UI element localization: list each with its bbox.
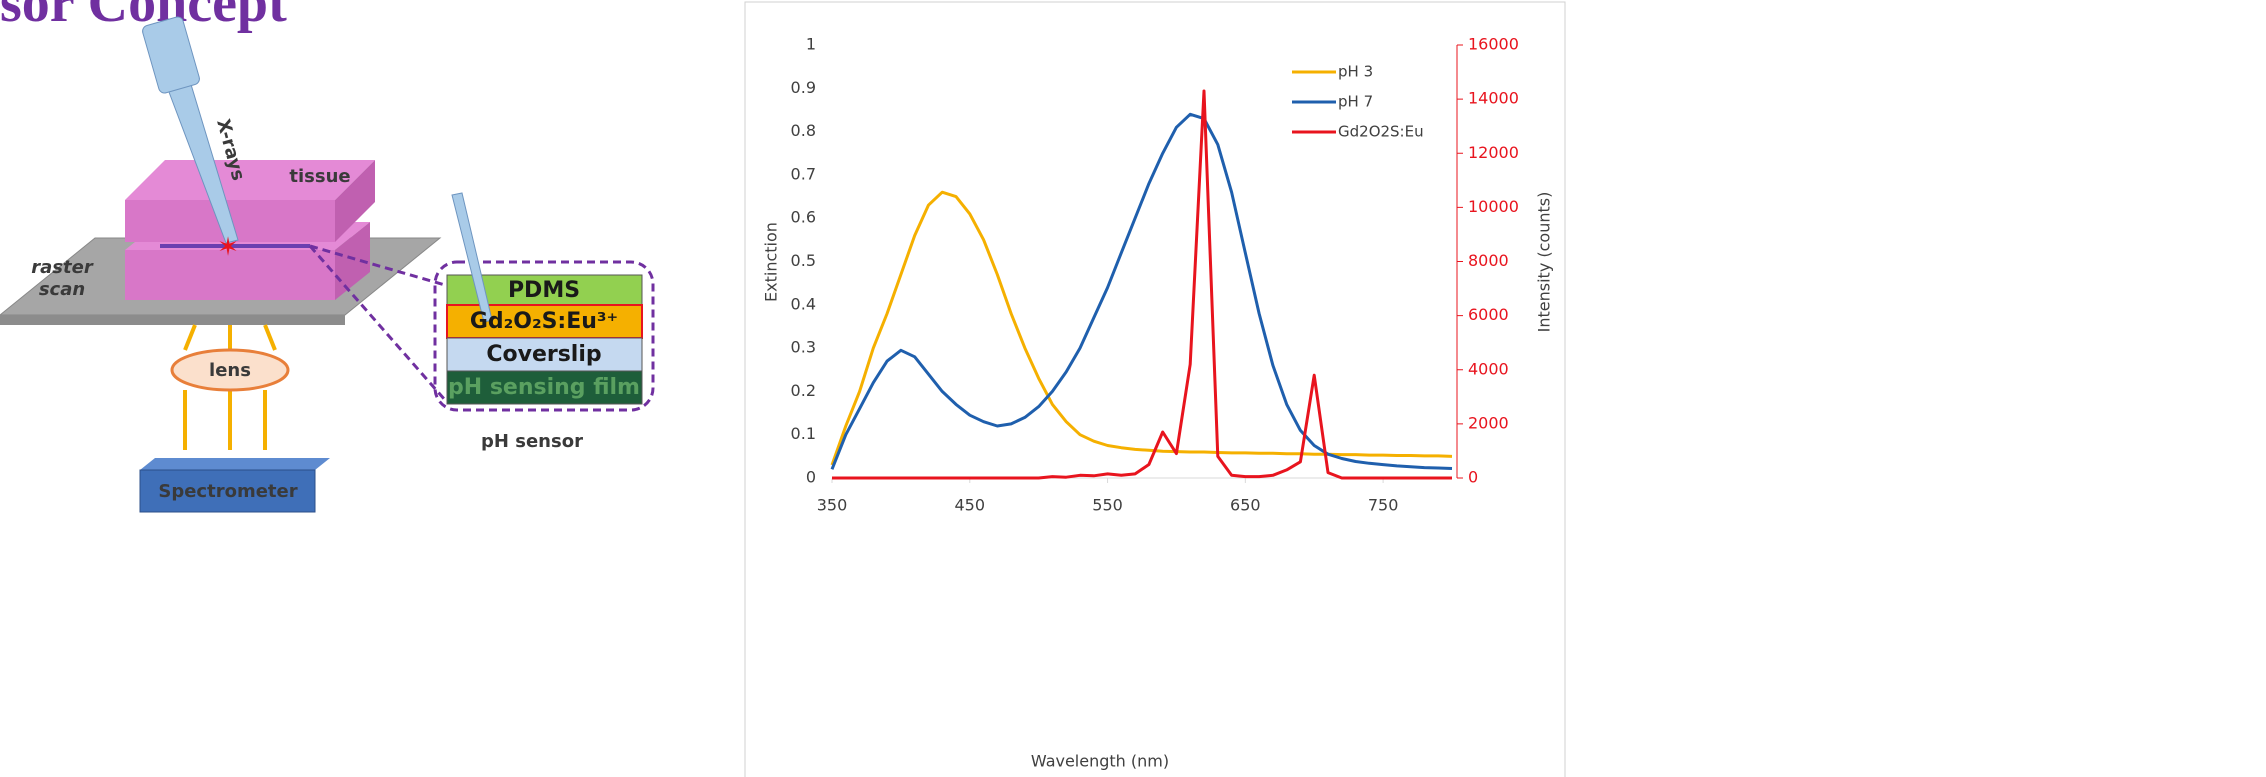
y2-axis-title: Intensity (counts) (1535, 192, 1554, 333)
series-line (830, 190, 1453, 466)
y-tick-label: 0.5 (791, 251, 816, 270)
spectrometer-box (139, 469, 316, 513)
layer-label: pH sensing film (448, 375, 640, 400)
diagram: ✶ (0, 16, 655, 513)
tissue-label: tissue (289, 166, 350, 187)
star: ✶ (217, 233, 239, 263)
legend-label: pH 7 (1338, 93, 1373, 111)
zoom-line (309, 244, 446, 287)
y-tick-label: 0.9 (791, 78, 816, 97)
scan-label: scan (39, 279, 85, 300)
tissue-upper-top (125, 160, 375, 200)
series-line (830, 112, 1453, 470)
x-tick-label: 350 (817, 496, 848, 515)
series-line (832, 89, 1452, 480)
y2-tick-label: 10000 (1468, 197, 1519, 216)
inset-beam (451, 192, 493, 323)
legend-label: Gd2O2S:Eu (1338, 123, 1424, 141)
x-axis-title: Wavelength (nm) (1031, 752, 1169, 771)
legend-label: pH 3 (1338, 63, 1373, 81)
y2-tick-label: 4000 (1468, 359, 1509, 378)
y-tick-label: 0.7 (791, 164, 816, 183)
lens-shape (170, 348, 290, 392)
y-tick-label: 1 (806, 35, 816, 54)
x-tick-label: 750 (1368, 496, 1399, 515)
y-tick-label: 0.8 (791, 121, 816, 140)
y2-tick-label: 14000 (1468, 89, 1519, 108)
tissue-lower-side (335, 222, 370, 300)
y-tick-label: 0.2 (791, 381, 816, 400)
x-tick-label: 550 (1092, 496, 1123, 515)
y-axis-title: Extinction (762, 222, 781, 302)
y2-tick-label: 12000 (1468, 143, 1519, 162)
tissue-lower (125, 250, 335, 300)
y-tick-label: 0.6 (791, 208, 816, 227)
spectrometer-label: Spectrometer (158, 481, 297, 502)
lens-label: lens (209, 360, 251, 381)
x-tick-label: 650 (1230, 496, 1261, 515)
y2-tick-label: 2000 (1468, 413, 1509, 432)
y-tick-label: 0.1 (791, 424, 816, 443)
layer-coverslip (446, 337, 643, 372)
layer-film (446, 370, 643, 405)
inset-frame (433, 260, 655, 412)
y2-tick-label: 16000 (1468, 35, 1519, 54)
layer-label: Gd₂O₂S:Eu³⁺ (470, 309, 618, 334)
tissue-upper-side (335, 160, 375, 242)
stage-edge (0, 315, 345, 325)
chart-frame (744, 1, 1566, 777)
light-arrows (183, 324, 277, 450)
raster-label: raster (31, 257, 94, 278)
y-tick-label: 0 (806, 468, 816, 487)
y-tick-label: 0.4 (791, 294, 816, 313)
sensor-label: pH sensor (481, 431, 583, 452)
zoom-line (308, 245, 447, 401)
layer-label: Coverslip (486, 342, 601, 367)
y2-tick-label: 6000 (1468, 305, 1509, 324)
xray-source (142, 16, 200, 94)
spectrometer-top (140, 458, 330, 470)
layer-label: PDMS (508, 278, 580, 303)
y-tick-label: 0.3 (791, 338, 816, 357)
x-tick-label: 450 (955, 496, 986, 515)
y2-tick-label: 8000 (1468, 251, 1509, 270)
y2-tick-label: 0 (1468, 468, 1478, 487)
layer-phosphor (446, 304, 643, 339)
